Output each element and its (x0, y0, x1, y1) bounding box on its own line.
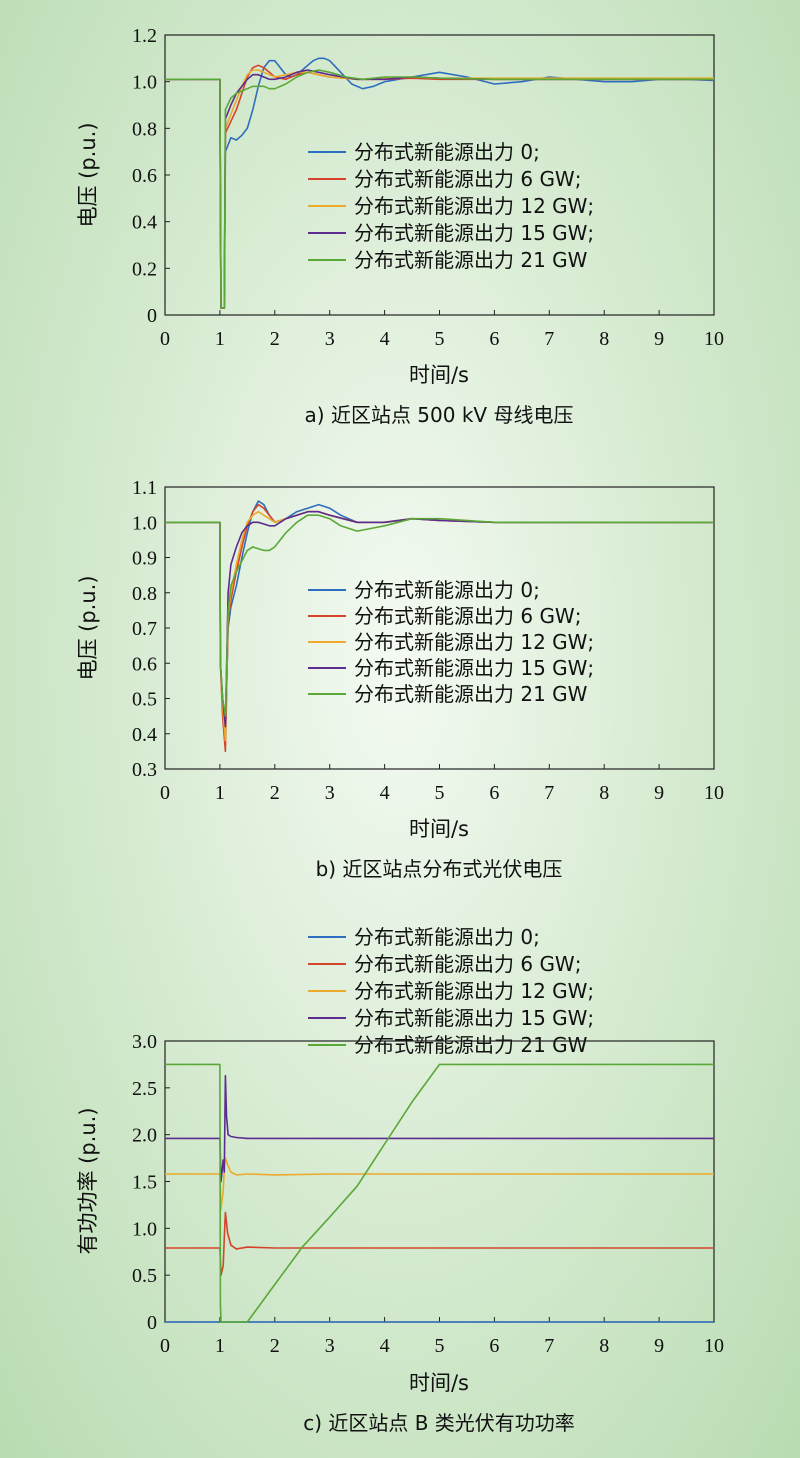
legend-label: 分布式新能源出力 21 GW (354, 248, 588, 272)
x-tick-label: 7 (544, 1335, 554, 1357)
legend-label: 分布式新能源出力 21 GW (354, 682, 588, 706)
legend-label: 分布式新能源出力 0; (354, 140, 540, 164)
chart-b-ylabel: 电压 (p.u.) (76, 575, 100, 680)
y-tick-label: 2.5 (132, 1078, 157, 1100)
legend-label: 分布式新能源出力 6 GW; (354, 952, 581, 976)
x-tick-label: 1 (215, 328, 225, 350)
legend-label: 分布式新能源出力 12 GW; (354, 194, 594, 218)
y-tick-label: 0.3 (132, 759, 157, 781)
x-tick-label: 2 (270, 782, 280, 804)
x-tick-label: 2 (270, 1335, 280, 1357)
chart-c-caption: c) 近区站点 B 类光伏有功功率 (303, 1411, 575, 1435)
y-tick-label: 1.0 (132, 1218, 157, 1240)
series-line-3 (165, 1157, 714, 1211)
x-tick-label: 0 (160, 782, 170, 804)
series-line-5 (165, 69, 714, 309)
chart-a-caption: a) 近区站点 500 kV 母线电压 (305, 403, 574, 427)
x-tick-label: 7 (544, 328, 554, 350)
y-tick-label: 0.4 (132, 212, 157, 234)
x-tick-label: 0 (160, 1335, 170, 1357)
x-tick-label: 9 (654, 782, 664, 804)
legend-label: 分布式新能源出力 6 GW; (354, 167, 581, 191)
legend-label: 分布式新能源出力 21 GW (354, 1033, 588, 1057)
x-tick-label: 3 (325, 782, 335, 804)
series-line-5 (165, 514, 714, 717)
legend-label: 分布式新能源出力 15 GW; (354, 656, 594, 680)
y-tick-label: 0.6 (132, 653, 157, 675)
x-tick-label: 1 (215, 1335, 225, 1357)
legend-label: 分布式新能源出力 15 GW; (354, 221, 594, 245)
x-tick-label: 9 (654, 328, 664, 350)
y-tick-label: 0.5 (132, 689, 157, 711)
x-tick-label: 8 (599, 782, 609, 804)
x-tick-label: 6 (489, 782, 499, 804)
x-tick-label: 10 (704, 1335, 724, 1357)
chart-a-xlabel: 时间/s (409, 363, 469, 387)
x-tick-label: 5 (435, 782, 445, 804)
series-line-2 (165, 503, 714, 753)
chart-b-xlabel: 时间/s (409, 817, 469, 841)
x-tick-label: 9 (654, 1335, 664, 1357)
y-tick-label: 1.2 (132, 25, 157, 47)
y-tick-label: 0.8 (132, 583, 157, 605)
x-tick-label: 10 (704, 328, 724, 350)
legend-label: 分布式新能源出力 15 GW; (354, 1006, 594, 1030)
legend-label: 分布式新能源出力 6 GW; (354, 604, 581, 628)
y-tick-label: 0.8 (132, 118, 157, 140)
legend-label: 分布式新能源出力 12 GW; (354, 979, 594, 1003)
series-line-4 (165, 1074, 714, 1183)
y-tick-label: 0.7 (132, 618, 157, 640)
x-tick-label: 5 (435, 328, 445, 350)
x-tick-label: 3 (325, 328, 335, 350)
x-tick-label: 7 (544, 782, 554, 804)
chart-b-caption: b) 近区站点分布式光伏电压 (316, 857, 563, 881)
series-line-2 (165, 1211, 714, 1276)
legend-label: 分布式新能源出力 12 GW; (354, 630, 594, 654)
x-tick-label: 1 (215, 782, 225, 804)
y-tick-label: 0 (147, 1312, 157, 1334)
x-tick-label: 6 (489, 1335, 499, 1357)
chart-a: 0 1 2 3 4 5 6 7 8 9 10 0 0.2 0.4 0.6 0.8 1.0 1.2 分布式新能源出力… (76, 25, 724, 427)
x-tick-label: 4 (380, 328, 390, 350)
chart-b-frame (164, 486, 715, 770)
x-tick-label: 10 (704, 782, 724, 804)
y-tick-label: 0.4 (132, 724, 157, 746)
x-tick-label: 2 (270, 328, 280, 350)
x-tick-label: 8 (599, 1335, 609, 1357)
x-tick-label: 3 (325, 1335, 335, 1357)
y-tick-label: 0.6 (132, 165, 157, 187)
y-tick-label: 0.5 (132, 1265, 157, 1287)
y-tick-label: 0.9 (132, 548, 157, 570)
x-tick-label: 5 (435, 1335, 445, 1357)
series-line-5 (165, 1063, 714, 1323)
y-tick-label: 0.2 (132, 258, 157, 280)
y-tick-label: 1.0 (132, 72, 157, 94)
legend-label: 分布式新能源出力 0; (354, 578, 540, 602)
series-line-1 (165, 57, 715, 309)
x-tick-label: 8 (599, 328, 609, 350)
y-tick-label: 1.5 (132, 1172, 157, 1194)
y-tick-label: 1.1 (132, 477, 157, 499)
y-tick-label: 2.0 (132, 1125, 157, 1147)
chart-c-xlabel: 时间/s (409, 1371, 469, 1395)
chart-c: 分布式新能源出力 0; 分布式新能源出力 6 GW; 分布式新能源出力 12 GW;… (76, 925, 724, 1435)
chart-c-ylabel: 有功功率 (p.u.) (76, 1107, 100, 1254)
chart-a-ylabel: 电压 (p.u.) (76, 122, 100, 227)
legend-label: 分布式新能源出力 0; (354, 925, 540, 949)
y-tick-label: 1.0 (132, 512, 157, 534)
x-tick-label: 0 (160, 328, 170, 350)
chart-c-frame (164, 1040, 715, 1323)
chart-a-frame (164, 34, 715, 316)
x-tick-label: 4 (380, 782, 390, 804)
chart-b: 0 1 2 3 4 5 6 7 8 9 100.30.40.50.60.70.80.91.01.1 … (76, 477, 724, 881)
x-tick-label: 6 (489, 328, 499, 350)
y-tick-label: 3.0 (132, 1031, 157, 1053)
y-tick-label: 0 (147, 305, 157, 327)
x-tick-label: 4 (380, 1335, 390, 1357)
